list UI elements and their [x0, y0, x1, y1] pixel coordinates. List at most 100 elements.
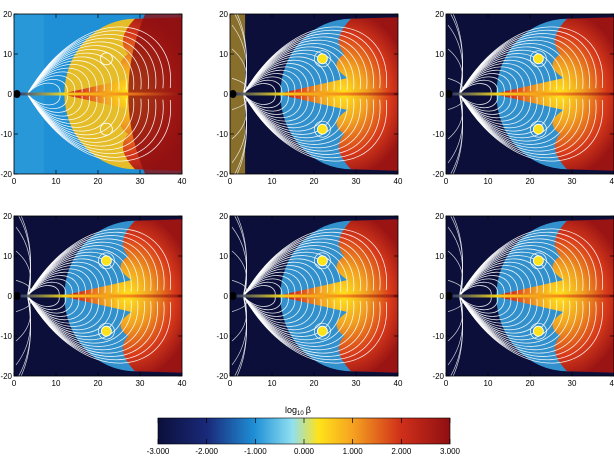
x-tick-label: 20 — [94, 177, 103, 186]
x-tick-label: 30 — [568, 379, 577, 388]
field-line — [459, 46, 564, 142]
y-tick-label: 10 — [219, 252, 228, 261]
field-line — [459, 268, 525, 324]
field-line — [27, 285, 60, 307]
field-line-inner — [15, 295, 31, 342]
field-line — [243, 59, 322, 129]
colorbar-tick-label: -3.000 — [147, 447, 170, 456]
field-line — [459, 228, 603, 364]
midplane-jet — [446, 92, 614, 96]
y-tick-label: 10 — [435, 50, 444, 59]
field-line-inner — [231, 280, 247, 297]
midplane-jet — [14, 294, 182, 298]
panel-image — [446, 14, 614, 174]
field-line — [459, 285, 492, 307]
x-tick-label: 30 — [568, 177, 577, 186]
field-line-inner — [236, 93, 247, 174]
midplane-jet — [14, 92, 182, 96]
field-line — [243, 251, 341, 341]
field-line — [27, 261, 106, 331]
field-line — [27, 67, 90, 121]
panel-p4: 0 10 20 30 40 20 10 0 -10 -20 — [0, 212, 187, 388]
y-tick-label: 20 — [3, 10, 12, 19]
field-line — [243, 79, 283, 109]
y-tick-label: -20 — [432, 170, 444, 179]
field-line-inner — [231, 93, 247, 140]
x-tick-label: 0 — [12, 379, 17, 388]
field-line — [243, 66, 309, 122]
colorbar: log10 β -3.000 -2.000 -1.000 0.000 1.000 2.000… — [147, 405, 461, 456]
field-line — [459, 251, 557, 341]
field-line-inner — [231, 295, 247, 342]
field-line — [243, 46, 348, 142]
field-line — [459, 265, 531, 327]
field-line — [27, 251, 125, 341]
x-tick-label: 0 — [228, 379, 233, 388]
y-tick-label: 10 — [219, 50, 228, 59]
field-line-inner — [231, 250, 247, 297]
field-lines — [15, 216, 171, 376]
field-line — [27, 82, 61, 106]
field-line — [27, 231, 165, 361]
field-line — [27, 255, 119, 337]
x-tick-label: 30 — [136, 379, 145, 388]
y-tick-label: 20 — [435, 212, 444, 221]
magnetic-island — [101, 255, 112, 267]
x-tick-label: 20 — [310, 177, 319, 186]
field-line — [243, 231, 381, 361]
field-line — [459, 29, 597, 159]
y-tick-label: 0 — [8, 90, 13, 99]
magnetic-island-ring — [314, 120, 331, 138]
magnetic-island-ring — [530, 252, 547, 270]
colorbar-tick-label: 0.000 — [294, 447, 315, 456]
panel-image — [14, 216, 182, 376]
y-tick-label: -20 — [0, 372, 12, 381]
x-tick-label: 30 — [136, 177, 145, 186]
y-tick-label: 0 — [8, 292, 13, 301]
field-line — [27, 281, 67, 311]
x-tick-label: 10 — [52, 177, 61, 186]
field-line — [243, 29, 381, 159]
field-line — [459, 248, 564, 344]
midplane-jet — [230, 294, 398, 298]
y-tick-label: 0 — [224, 90, 229, 99]
panel-p5: 0 10 20 30 40 20 10 0 -10 -20 — [216, 212, 403, 388]
field-line — [27, 268, 93, 324]
field-line — [459, 56, 544, 132]
field-lines — [27, 26, 171, 162]
field-line — [243, 255, 335, 337]
field-line — [459, 231, 597, 361]
magnetic-island-ring — [530, 322, 547, 340]
field-lines — [447, 14, 603, 174]
field-line-inner — [447, 226, 463, 297]
y-tick-label: 0 — [224, 292, 229, 301]
field-line-inner — [15, 226, 31, 297]
x-tick-label: 10 — [268, 177, 277, 186]
x-tick-label: 20 — [526, 177, 535, 186]
magnetic-island — [316, 255, 328, 267]
magnetic-island-ring — [530, 50, 547, 68]
field-line — [459, 49, 557, 139]
field-line-inner — [452, 295, 463, 376]
field-lines — [231, 216, 387, 376]
magnetic-island — [533, 255, 544, 267]
colorbar-tick-label: 2.000 — [391, 447, 412, 456]
field-line-inner — [231, 48, 247, 95]
x-tick-label: 20 — [526, 379, 535, 388]
field-line — [27, 265, 99, 327]
x-tick-label: 40 — [178, 177, 187, 186]
field-line-inner — [447, 24, 463, 95]
y-tick-label: 20 — [219, 212, 228, 221]
field-line-inner — [231, 78, 247, 95]
magnetic-island — [533, 123, 544, 135]
y-tick-label: -10 — [216, 332, 228, 341]
field-line — [243, 43, 355, 145]
magnetic-island-ring — [314, 322, 331, 340]
x-tick-label: 40 — [394, 379, 403, 388]
y-tick-label: -10 — [432, 332, 444, 341]
field-line-inner — [447, 78, 463, 95]
field-line — [243, 49, 341, 139]
field-line — [243, 228, 387, 364]
field-line — [243, 26, 387, 162]
colorbar-tick-label: 1.000 — [343, 447, 364, 456]
